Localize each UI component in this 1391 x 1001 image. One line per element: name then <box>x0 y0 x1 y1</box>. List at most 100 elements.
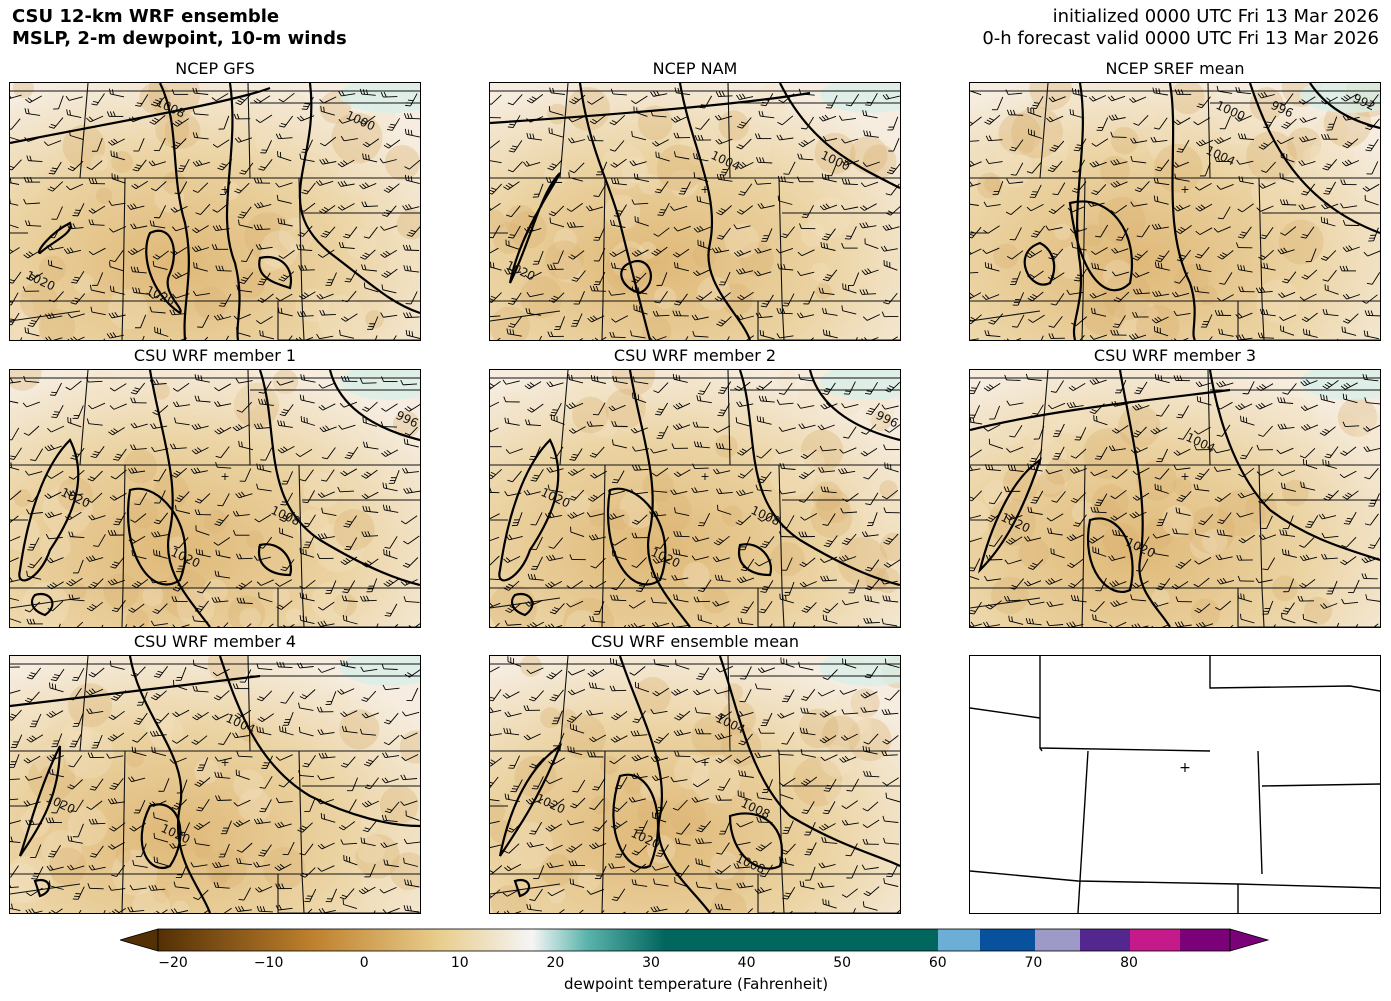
wind-barb <box>256 690 273 702</box>
wind-barb <box>1089 334 1108 340</box>
wind-barb <box>654 181 669 194</box>
wind-barb <box>30 448 44 462</box>
dewpoint-texture <box>1137 419 1156 438</box>
wind-barb <box>1299 537 1315 548</box>
wind-barb <box>87 883 104 890</box>
wind-barb <box>215 795 232 801</box>
wind-barb <box>736 138 752 150</box>
wind-barb <box>153 832 169 843</box>
wind-barb <box>88 667 105 678</box>
wind-barb <box>148 884 166 891</box>
wind-barb <box>568 250 585 260</box>
wind-barb <box>211 713 229 721</box>
wind-barb <box>259 330 275 340</box>
wind-barb <box>51 404 64 419</box>
dewpoint-texture <box>565 609 599 627</box>
wind-barb <box>970 160 982 168</box>
isobar <box>612 773 660 869</box>
wind-barb <box>85 376 103 383</box>
wind-barb <box>232 683 250 690</box>
wind-barb <box>860 691 878 699</box>
wind-barb <box>53 95 64 110</box>
wind-barb <box>319 425 337 433</box>
dewpoint-texture <box>490 306 530 340</box>
wind-barb <box>1215 554 1233 561</box>
wind-barb <box>406 623 420 627</box>
wind-barb <box>672 402 691 410</box>
wind-barb <box>1305 248 1317 263</box>
wind-barb <box>566 712 583 723</box>
wind-barb <box>362 401 378 412</box>
station-marker: + <box>220 756 229 769</box>
wind-barb <box>340 839 358 845</box>
wind-barb <box>1154 261 1170 271</box>
wind-barb <box>1368 227 1379 242</box>
wind-barb <box>256 905 273 913</box>
wind-barb <box>691 536 710 542</box>
wind-barb <box>338 241 355 249</box>
wind-barb <box>507 470 522 483</box>
wind-barb <box>1276 447 1294 455</box>
dewpoint-texture <box>260 230 299 269</box>
wind-barb <box>508 755 521 769</box>
wind-barb <box>340 756 356 768</box>
wind-barb <box>490 865 503 875</box>
wind-barb <box>592 777 606 791</box>
wind-barb <box>670 489 688 495</box>
wind-barb <box>27 537 40 551</box>
wind-barb <box>739 666 752 680</box>
wind-barb <box>88 402 106 410</box>
wind-barb <box>1027 128 1043 139</box>
wind-barb <box>108 885 126 891</box>
isobar <box>738 370 900 587</box>
wind-barb <box>45 817 63 824</box>
wind-barb <box>841 819 859 826</box>
wind-barb <box>381 663 398 670</box>
wind-barb <box>822 898 837 909</box>
wind-barb <box>608 862 626 869</box>
wind-barb <box>1193 483 1210 492</box>
wind-barb <box>30 844 42 859</box>
wind-barb <box>970 537 983 543</box>
wind-barb <box>274 821 292 829</box>
wind-barb <box>1153 548 1169 557</box>
wind-barb <box>1051 491 1066 503</box>
wind-barb <box>344 537 358 551</box>
wind-barb <box>234 709 252 719</box>
wind-barb <box>718 381 732 394</box>
wind-barb <box>839 554 857 562</box>
wind-barb <box>526 841 544 848</box>
wind-barb <box>1323 490 1339 501</box>
wind-barb <box>150 95 167 107</box>
wind-barb <box>1150 427 1168 435</box>
wind-barb <box>881 750 898 756</box>
wind-barb <box>735 417 751 427</box>
wind-barb <box>883 533 899 545</box>
wind-barb <box>67 313 85 319</box>
wind-barb <box>511 512 523 527</box>
wind-barb <box>822 614 838 624</box>
wind-barb <box>546 554 564 562</box>
wind-barb <box>405 329 420 340</box>
wind-barb <box>67 160 84 172</box>
wind-barb <box>756 157 773 164</box>
dewpoint-texture <box>10 855 53 904</box>
wind-barb <box>45 533 63 540</box>
wind-barb <box>504 417 520 426</box>
wind-barb <box>802 337 814 340</box>
wind-barb <box>694 707 711 715</box>
dewpoint-texture <box>331 112 383 164</box>
wind-barb <box>191 735 208 745</box>
wind-barb <box>321 507 337 517</box>
wind-barb <box>754 683 772 690</box>
dewpoint-texture <box>107 289 148 330</box>
wind-barb <box>128 467 146 474</box>
dewpoint-texture <box>638 173 660 195</box>
wind-barb <box>87 470 103 482</box>
wind-barb <box>152 260 168 271</box>
wind-barb <box>10 118 21 130</box>
wind-barb <box>631 514 648 525</box>
wind-barb <box>404 174 420 185</box>
wind-barb <box>340 710 358 718</box>
wind-barb <box>383 549 398 560</box>
